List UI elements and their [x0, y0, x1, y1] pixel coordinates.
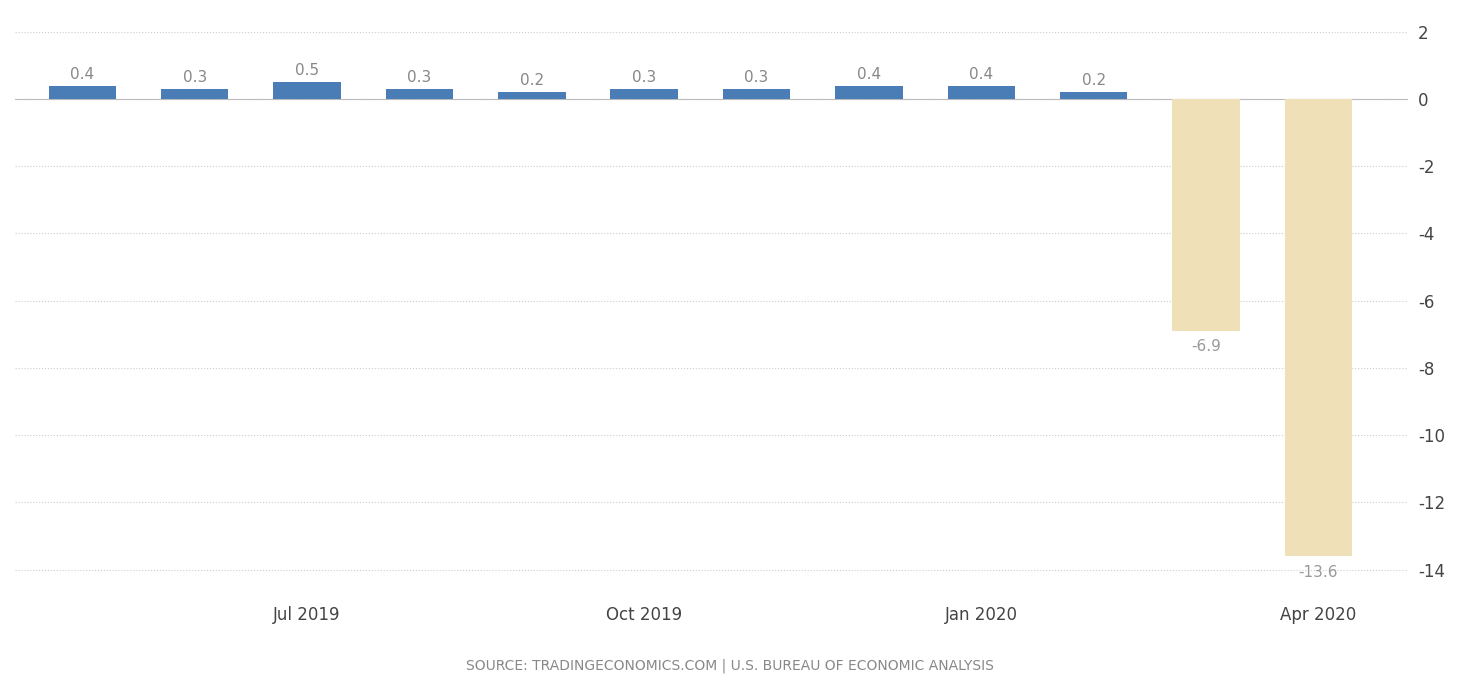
Bar [273, 82, 340, 99]
Text: 0.4: 0.4 [857, 67, 880, 82]
Bar [723, 89, 790, 99]
Text: 0.3: 0.3 [182, 70, 207, 85]
Text: 0.2: 0.2 [1082, 73, 1105, 88]
Text: -13.6: -13.6 [1298, 564, 1337, 579]
Bar [610, 89, 677, 99]
Text: 0.3: 0.3 [407, 70, 432, 85]
Text: -6.9: -6.9 [1191, 339, 1221, 354]
Bar [161, 89, 228, 99]
Bar [48, 86, 117, 99]
Bar [835, 86, 902, 99]
Text: SOURCE: TRADINGECONOMICS.COM | U.S. BUREAU OF ECONOMIC ANALYSIS: SOURCE: TRADINGECONOMICS.COM | U.S. BURE… [466, 659, 994, 673]
Text: 0.3: 0.3 [745, 70, 768, 85]
Bar [948, 86, 1015, 99]
Text: 0.4: 0.4 [70, 67, 95, 82]
Text: 0.5: 0.5 [295, 63, 320, 78]
Bar [1060, 92, 1127, 99]
Bar [1285, 99, 1352, 556]
Text: 0.3: 0.3 [632, 70, 657, 85]
Text: 0.2: 0.2 [520, 73, 545, 88]
Bar [385, 89, 453, 99]
Text: 0.4: 0.4 [969, 67, 993, 82]
Bar [498, 92, 565, 99]
Bar [1172, 99, 1240, 331]
